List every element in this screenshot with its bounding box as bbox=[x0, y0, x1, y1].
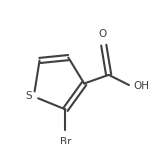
Text: Br: Br bbox=[60, 137, 71, 144]
Text: O: O bbox=[99, 29, 107, 39]
Text: OH: OH bbox=[133, 81, 149, 91]
Text: S: S bbox=[26, 91, 32, 102]
